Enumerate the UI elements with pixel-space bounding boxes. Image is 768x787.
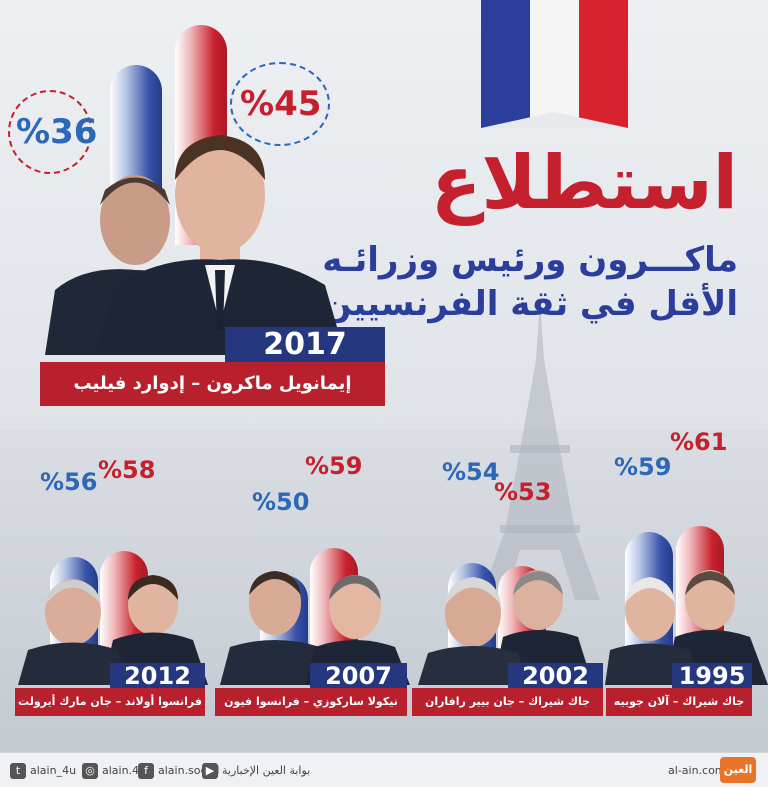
al-ain-logo: العين xyxy=(720,757,756,783)
year-label-2017: 2017 xyxy=(225,327,385,363)
pct-label-2017-blue: %36 xyxy=(16,112,98,152)
pct-label-1995-blue: %59 xyxy=(614,453,672,481)
year-label-1995: 1995 xyxy=(672,663,752,689)
year-label-2012: 2012 xyxy=(110,663,205,689)
year-label-2002: 2002 xyxy=(508,663,603,689)
names-label-1995: جاك شيراك – آلان جوبيه xyxy=(606,688,752,716)
youtube-channel[interactable]: بوابة العين الإخبارية xyxy=(222,764,311,777)
pct-circle-2017-red xyxy=(230,62,330,146)
website-url[interactable]: al-ain.com xyxy=(668,764,726,777)
names-label-2012: فرانسوا أولاند – جان مارك أيرولت xyxy=(15,688,205,716)
footer-bar: t alain_4u ◎ alain.4u f alain.social ▶ ب… xyxy=(0,752,768,787)
pct-label-2007-red: %59 xyxy=(305,452,363,480)
french-flag-banner xyxy=(481,0,628,128)
pct-label-2002-blue: %54 xyxy=(442,458,500,486)
names-label-2002: جاك شيراك – جان بيير رافاران xyxy=(412,688,603,716)
instagram-icon[interactable]: ◎ xyxy=(82,763,98,779)
instagram-handle[interactable]: alain.4u xyxy=(102,764,147,777)
pct-label-2002-red: %53 xyxy=(494,478,552,506)
pct-label-2017-red: %45 xyxy=(240,84,322,124)
emmanuel-macron-photo-icon xyxy=(95,135,345,355)
twitter-handle[interactable]: alain_4u xyxy=(30,764,77,777)
twitter-icon[interactable]: t xyxy=(10,763,26,779)
pct-label-1995-red: %61 xyxy=(670,428,728,456)
year-label-2007: 2007 xyxy=(310,663,407,689)
facebook-icon[interactable]: f xyxy=(138,763,154,779)
page-title: استطلاع xyxy=(430,140,738,226)
pct-circle-2017-blue xyxy=(8,90,92,174)
subtitle-line-1: ماكـــرون ورئيس وزرائـه xyxy=(322,240,738,280)
pct-label-2012-blue: %56 xyxy=(40,468,98,496)
youtube-icon[interactable]: ▶ xyxy=(202,763,218,779)
names-label-2007: نيكولا ساركوزي – فرانسوا فيون xyxy=(215,688,407,716)
subtitle-line-2: الأقل في ثقة الفرنسيين xyxy=(322,284,738,324)
names-label-2017: إيمانويل ماكرون – إدوارد فيليب xyxy=(40,362,385,406)
eiffel-tower-icon xyxy=(480,300,600,600)
pct-label-2007-blue: %50 xyxy=(252,488,310,516)
pct-label-2012-red: %58 xyxy=(98,456,156,484)
